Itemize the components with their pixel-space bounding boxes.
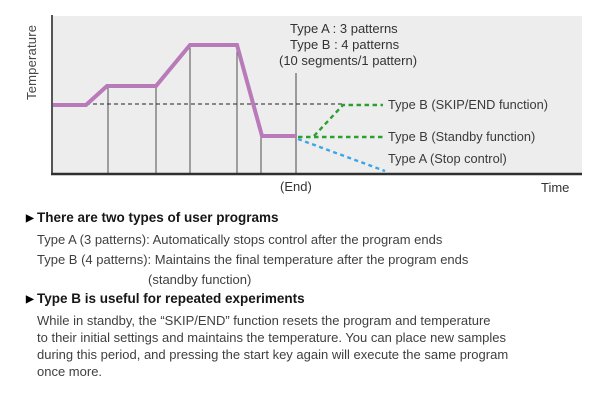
bullet-triangle-icon: ▶	[26, 294, 34, 305]
segment-dividers	[107, 45, 262, 174]
type-b-description: Type B (4 patterns): Maintains the final…	[37, 252, 469, 267]
notes-section: ▶ There are two types of user programs T…	[26, 210, 592, 380]
paragraph-line: to their initial settings and maintains …	[37, 330, 506, 345]
stop-control-line	[297, 137, 386, 173]
label-type-b-skip-end: Type B (SKIP/END function)	[388, 97, 549, 112]
annotation-line: Type A : 3 patterns	[290, 21, 398, 36]
paragraph-line: once more.	[37, 364, 103, 379]
label-type-a-stop: Type A (Stop control)	[388, 151, 507, 166]
y-axis-label: Temperature	[24, 24, 39, 100]
paragraph-line: during this period, and pressing the sta…	[37, 347, 509, 362]
standby-paragraph: While in standby, the “SKIP/END” functio…	[26, 312, 592, 380]
chart-canvas	[51, 15, 582, 176]
end-marker: (End)	[280, 179, 312, 194]
note-heading-2-text: Type B is useful for repeated experiment…	[37, 291, 305, 306]
note-heading-2: ▶ Type B is useful for repeated experime…	[26, 291, 592, 308]
temperature-profile-line	[52, 43, 297, 138]
bullet-triangle-icon: ▶	[26, 213, 34, 224]
type-a-description: Type A (3 patterns): Automatically stops…	[37, 232, 443, 247]
pattern-annotation: Type A : 3 patterns Type B : 4 patterns …	[279, 21, 417, 69]
note-heading-1-text: There are two types of user programs	[37, 210, 279, 225]
x-axis-label: Time	[541, 180, 570, 195]
plot-background	[52, 16, 582, 174]
annotation-line: Type B : 4 patterns	[290, 37, 400, 52]
note-heading-1: ▶ There are two types of user programs	[26, 210, 592, 227]
skip-end-line	[313, 103, 383, 137]
temperature-program-chart: Temperature Type A : 3 patterns Type B :…	[24, 15, 582, 195]
label-type-b-standby: Type B (Standby function)	[388, 129, 536, 144]
annotation-line: (10 segments/1 pattern)	[279, 53, 418, 68]
paragraph-line: While in standby, the “SKIP/END” functio…	[37, 313, 491, 328]
type-b-description-cont: (standby function)	[148, 272, 252, 287]
